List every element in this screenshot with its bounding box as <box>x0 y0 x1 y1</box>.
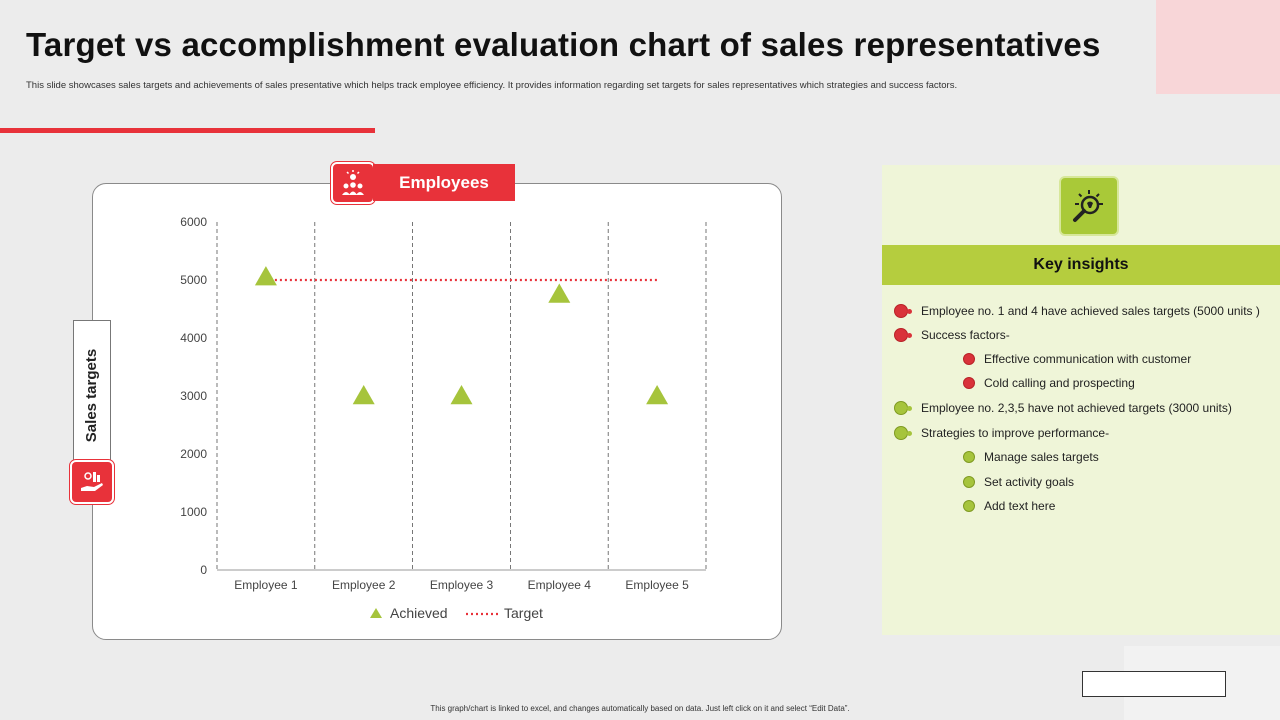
achieved-point <box>352 385 375 405</box>
legend-target-label: Target <box>504 605 543 621</box>
y-axis-label: Sales targets <box>83 348 101 442</box>
footer-note: This graph/chart is linked to excel, and… <box>430 704 850 713</box>
x-tick-label: Employee 1 <box>234 578 298 592</box>
y-tick-label: 3000 <box>180 389 207 403</box>
insight-item: Strategies to improve performance- <box>894 426 1109 440</box>
insight-item: Employee no. 1 and 4 have achieved sales… <box>894 304 1260 318</box>
lightbulb-magnifier-icon <box>1059 176 1119 236</box>
y-tick-label: 4000 <box>180 331 207 345</box>
title-underline <box>0 128 375 133</box>
achieved-point <box>254 266 277 286</box>
y-tick-label: 0 <box>200 563 207 577</box>
decorative-pink-corner <box>1156 0 1280 94</box>
team-award-icon <box>331 162 375 204</box>
bullet-icon <box>963 451 975 463</box>
insight-item: Add text here <box>963 499 1055 513</box>
insight-text: Set activity goals <box>984 475 1075 489</box>
bullet-icon <box>963 500 975 512</box>
insight-text: Add text here <box>984 499 1056 513</box>
y-tick-label: 2000 <box>180 447 207 461</box>
legend-achieved-label: Achieved <box>390 605 448 621</box>
slide-subtitle: This slide showcases sales targets and a… <box>26 80 958 91</box>
insight-text: Effective communication with customer <box>984 352 1192 366</box>
y-tick-label: 5000 <box>180 273 207 287</box>
y-axis-label-box: Sales targets <box>73 320 111 470</box>
bullet-icon <box>963 377 975 389</box>
y-tick-label: 1000 <box>180 505 207 519</box>
achieved-point <box>548 283 571 303</box>
bullet-icon <box>963 476 975 488</box>
bullet-icon <box>894 304 912 318</box>
insights-title: Key insights <box>882 245 1280 285</box>
x-tick-label: Employee 2 <box>332 578 396 592</box>
bullet-icon <box>894 328 912 342</box>
insight-text: Strategies to improve performance- <box>921 426 1110 440</box>
insight-item: Set activity goals <box>963 475 1074 489</box>
insight-text: Cold calling and prospecting <box>984 376 1135 390</box>
insights-panel <box>882 165 1280 635</box>
insight-item: Success factors- <box>894 328 1010 342</box>
achieved-point <box>450 385 473 405</box>
insight-item: Effective communication with customer <box>963 352 1191 366</box>
insight-item: Employee no. 2,3,5 have not achieved tar… <box>894 401 1232 415</box>
x-tick-label: Employee 4 <box>528 578 592 592</box>
bullet-icon <box>963 353 975 365</box>
insight-item: Manage sales targets <box>963 450 1099 464</box>
achieved-point <box>646 385 669 405</box>
insight-text: Employee no. 2,3,5 have not achieved tar… <box>921 401 1232 415</box>
insight-text: Employee no. 1 and 4 have achieved sales… <box>921 304 1260 318</box>
blank-placeholder-box <box>1082 671 1226 697</box>
insight-text: Success factors- <box>921 328 1010 342</box>
insight-item: Cold calling and prospecting <box>963 376 1135 390</box>
bullet-icon <box>894 401 912 415</box>
chart-header-label: Employees <box>373 164 515 201</box>
hand-coins-icon <box>70 460 114 504</box>
x-tick-label: Employee 5 <box>625 578 689 592</box>
slide-title: Target vs accomplishment evaluation char… <box>26 26 1101 63</box>
y-tick-label: 6000 <box>180 215 207 229</box>
x-tick-label: Employee 3 <box>430 578 494 592</box>
legend-achieved-marker <box>370 608 382 618</box>
bullet-icon <box>894 426 912 440</box>
chart-card <box>92 183 782 640</box>
insight-text: Manage sales targets <box>984 450 1099 464</box>
